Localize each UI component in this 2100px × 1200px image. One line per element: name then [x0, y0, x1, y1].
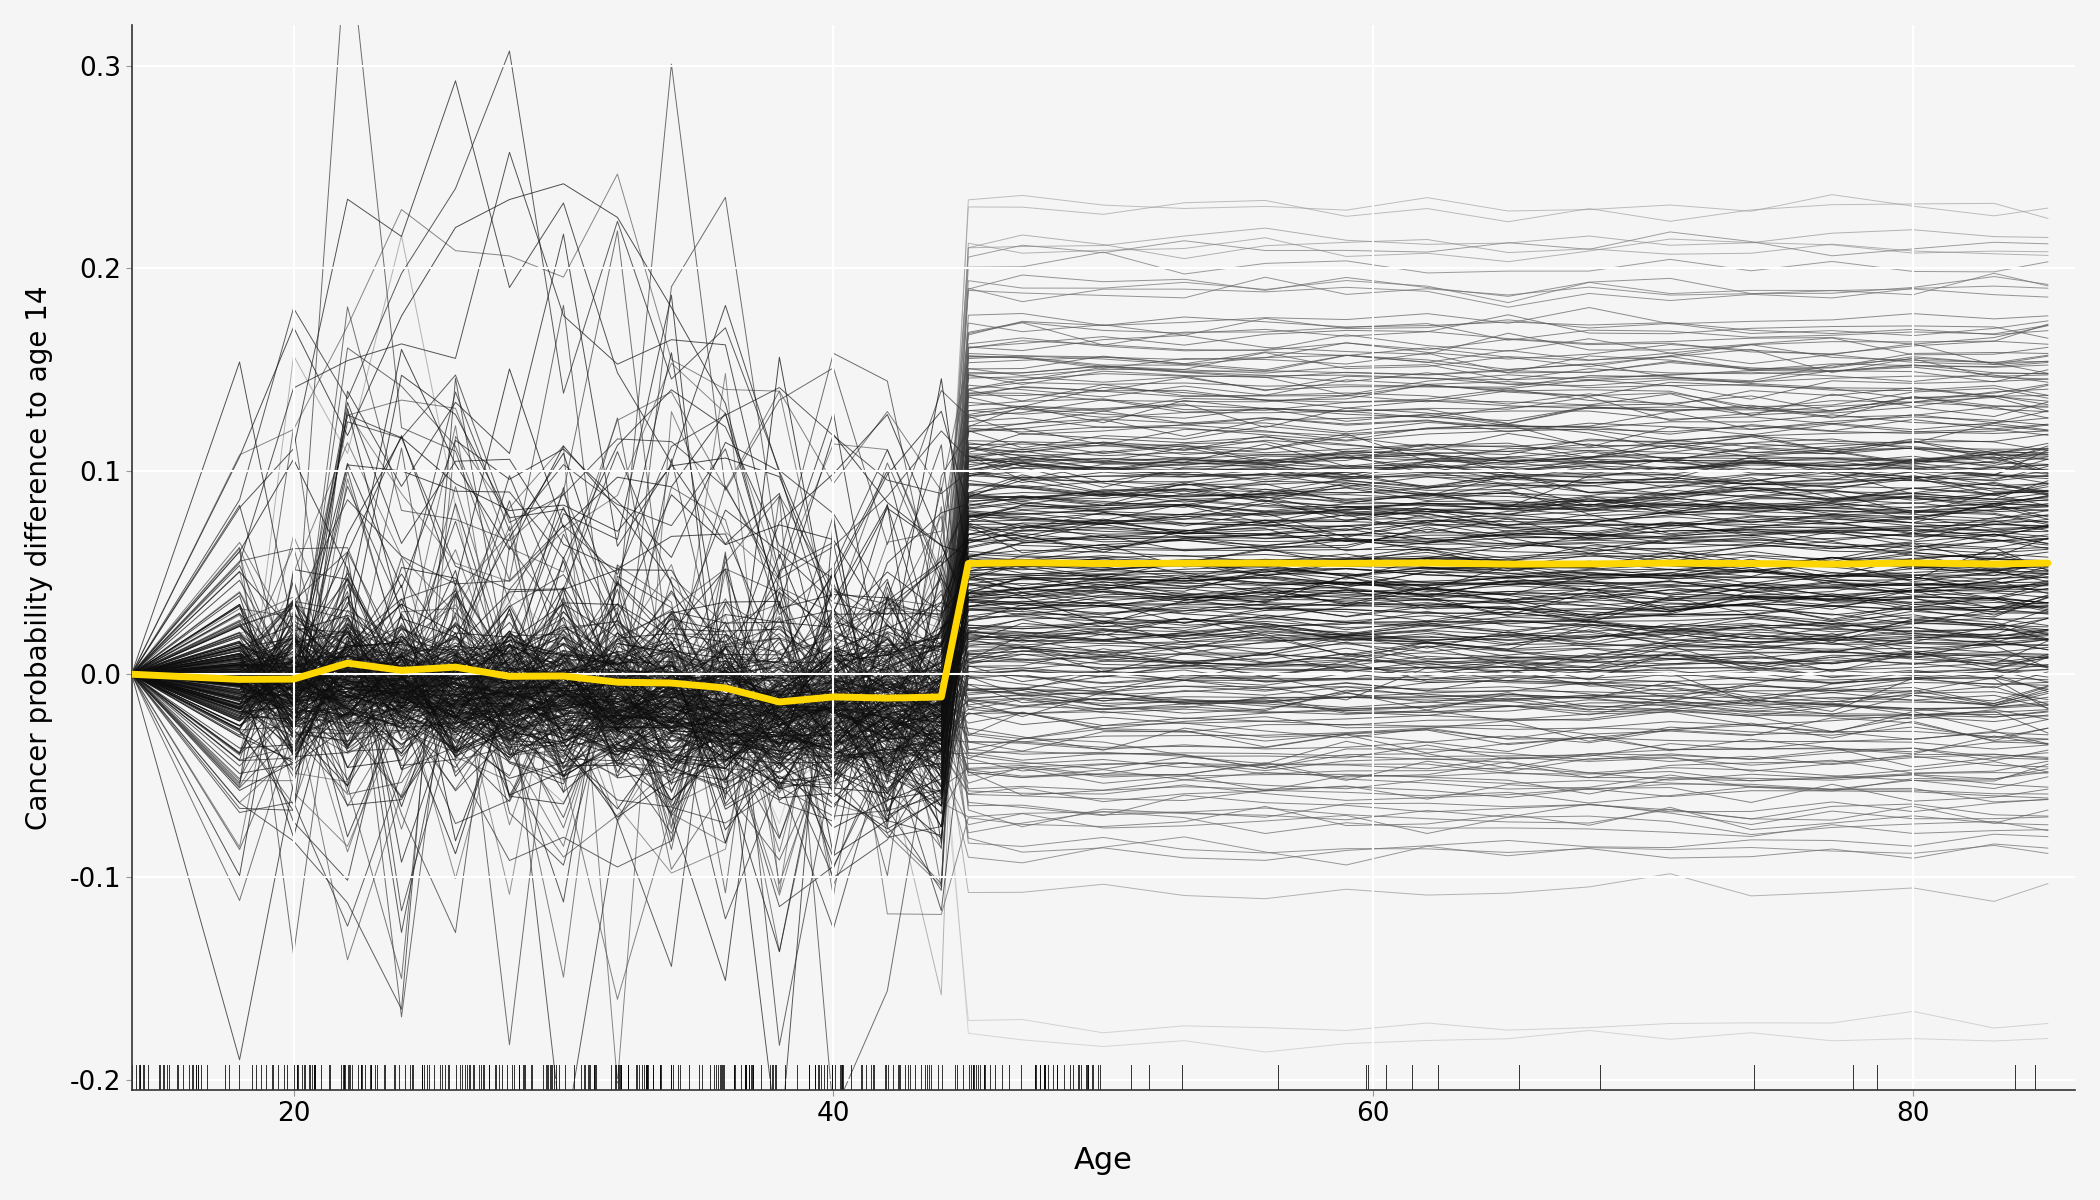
- X-axis label: Age: Age: [1073, 1146, 1132, 1175]
- Y-axis label: Cancer probability difference to age 14: Cancer probability difference to age 14: [25, 286, 52, 830]
